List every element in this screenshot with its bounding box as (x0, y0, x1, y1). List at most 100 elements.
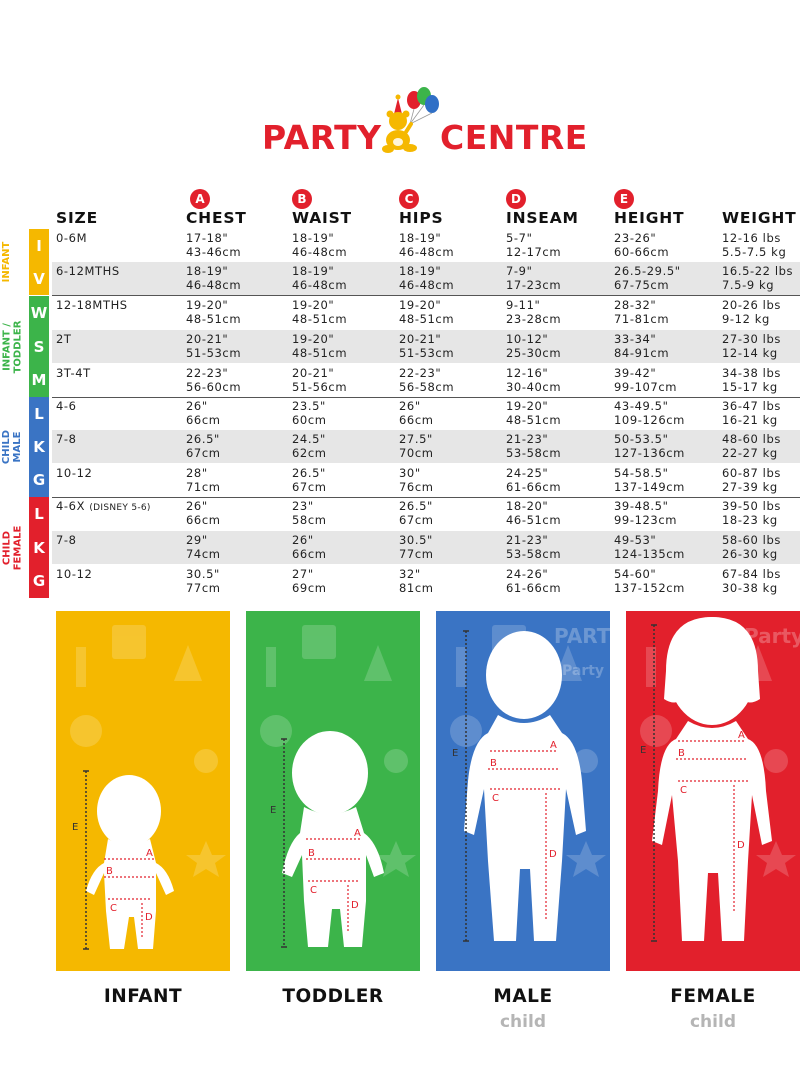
weight-value: 48-60 lbs (722, 432, 781, 446)
hips-value: 22-23" (399, 366, 442, 380)
waist-value: 46-48cm (292, 245, 348, 259)
hips-cell: 30.5" 77cm (399, 533, 434, 561)
balloon-shape (194, 749, 218, 773)
hips-value: 32" (399, 567, 421, 581)
hips-value: 19-20" (399, 298, 442, 312)
height-cell: 39-48.5" 99-123cm (614, 499, 677, 527)
hips-value: 18-19" (399, 264, 442, 278)
height-value: 54-60" (614, 567, 657, 581)
inseam-cell: 18-20" 46-51cm (506, 499, 561, 527)
weight-value: 7.5-9 kg (722, 278, 775, 292)
waist-value: 67cm (292, 480, 327, 494)
size-label: 12-18MTHS (56, 298, 128, 312)
inseam-value: 53-58cm (506, 547, 562, 561)
inseam-value: 53-58cm (506, 446, 562, 460)
waist-cell: 23.5" 60cm (292, 399, 327, 427)
weight-cell: 16.5-22 lbs 7.5-9 kg (722, 264, 793, 292)
height-value: 54-58.5" (614, 466, 669, 480)
chest-value: 17-18" (186, 231, 229, 245)
waist-value: 18-19" (292, 264, 335, 278)
size-code-letter: V (33, 269, 45, 288)
weight-cell: 48-60 lbs 22-27 kg (722, 432, 781, 460)
size-code-letter: W (30, 303, 48, 322)
height-cell: 28-32" 71-81cm (614, 298, 669, 326)
weight-value: 9-12 kg (722, 312, 770, 326)
weight-cell: 58-60 lbs 26-30 kg (722, 533, 781, 561)
hips-cell: 18-19" 46-48cm (399, 264, 454, 292)
chest-cell: 26" 66cm (186, 399, 221, 427)
inseam-cell: 9-11" 23-28cm (506, 298, 561, 326)
inseam-cell: 24-26" 61-66cm (506, 567, 561, 595)
size-cell: 4-6X (DISNEY 5-6) (56, 499, 151, 515)
column-header-inseam: INSEAM (506, 209, 579, 227)
panel-label: FEMALE (670, 986, 756, 1007)
weight-value: 22-27 kg (722, 446, 778, 460)
balloon-shape (384, 749, 408, 773)
height-value: 43-49.5" (614, 399, 669, 413)
gift-box-shape (302, 625, 336, 659)
size-label: 7-8 (56, 432, 77, 446)
chest-cell: 17-18" 43-46cm (186, 231, 241, 259)
size-code-letter: M (31, 371, 47, 390)
weight-cell: 39-50 lbs 18-23 kg (722, 499, 781, 527)
table-row: 6-12MTHS 18-19" 46-48cm 18-19" 46-48cm 18-19"… (52, 262, 800, 295)
waist-value: 27" (292, 567, 314, 581)
panel-sublabel: child (689, 1012, 736, 1032)
chest-value: 46-48cm (186, 278, 242, 292)
chest-value: 20-21" (186, 332, 229, 346)
figure-panel-female: Party E A B C D (626, 611, 800, 971)
inseam-value: 24-25" (506, 466, 549, 480)
exclamation-shape (456, 647, 466, 687)
inseam-cell: 24-25" 61-66cm (506, 466, 561, 494)
height-cell: 54-58.5" 137-149cm (614, 466, 685, 494)
party-bear-with-balloons-icon (382, 87, 439, 153)
height-value: 127-136cm (614, 446, 685, 460)
waist-value: 51-56cm (292, 380, 348, 394)
hips-cell: 30" 76cm (399, 466, 434, 494)
inseam-cell: 21-23" 53-58cm (506, 533, 561, 561)
chest-value: 67cm (186, 446, 221, 460)
hips-value: 77cm (399, 547, 434, 561)
waist-value: 60cm (292, 413, 327, 427)
size-cell: 2T (56, 332, 72, 346)
inseam-value: 23-28cm (506, 312, 562, 326)
star-shape (186, 841, 226, 877)
waist-cell: 26" 66cm (292, 533, 327, 561)
size-code-letter: K (33, 438, 45, 456)
group-label: INFANT (1, 241, 12, 283)
figure-silhouette (282, 731, 384, 947)
height-value: 137-149cm (614, 480, 685, 494)
height-cell: 39-42" 99-107cm (614, 366, 677, 394)
weight-value: 60-87 lbs (722, 466, 781, 480)
hips-value: 46-48cm (399, 278, 455, 292)
weight-value: 12-16 lbs (722, 231, 781, 245)
waist-value: 46-48cm (292, 278, 348, 292)
head-shape (292, 731, 368, 815)
table-row: 12-18MTHS 19-20" 48-51cm 19-20" 48-51cm 19-20… (52, 296, 800, 329)
weight-value: 58-60 lbs (722, 533, 781, 547)
size-code-letter: L (34, 504, 44, 523)
inseam-value: 46-51cm (506, 513, 562, 527)
measure-label-c: C (680, 785, 687, 796)
measure-label-a: A (550, 740, 557, 751)
weight-cell: 20-26 lbs 9-12 kg (722, 298, 781, 326)
weight-cell: 12-16 lbs 5.5-7.5 kg (722, 231, 786, 259)
chest-value: 29" (186, 533, 208, 547)
height-value: 39-48.5" (614, 499, 669, 513)
weight-value: 18-23 kg (722, 513, 778, 527)
inseam-value: 12-16" (506, 366, 549, 380)
panel-label: TODDLER (282, 986, 384, 1007)
toddler-silhouette-icon: E A B C D (260, 625, 416, 948)
background-party-text: PARTY (554, 624, 610, 648)
column-header-height: HEIGHT (614, 209, 685, 227)
column-header-hips: HIPS (399, 209, 444, 227)
table-row: 2T 20-21" 51-53cm 19-20" 48-51cm 20-21" 51-53c… (52, 330, 800, 363)
balloon-shape (764, 749, 788, 773)
chest-value: 71cm (186, 480, 221, 494)
infant-silhouette-icon: E A B C D (70, 625, 226, 950)
weight-value: 16.5-22 lbs (722, 264, 794, 278)
size-cell: 6-12MTHS (56, 264, 120, 278)
waist-value: 58cm (292, 513, 327, 527)
